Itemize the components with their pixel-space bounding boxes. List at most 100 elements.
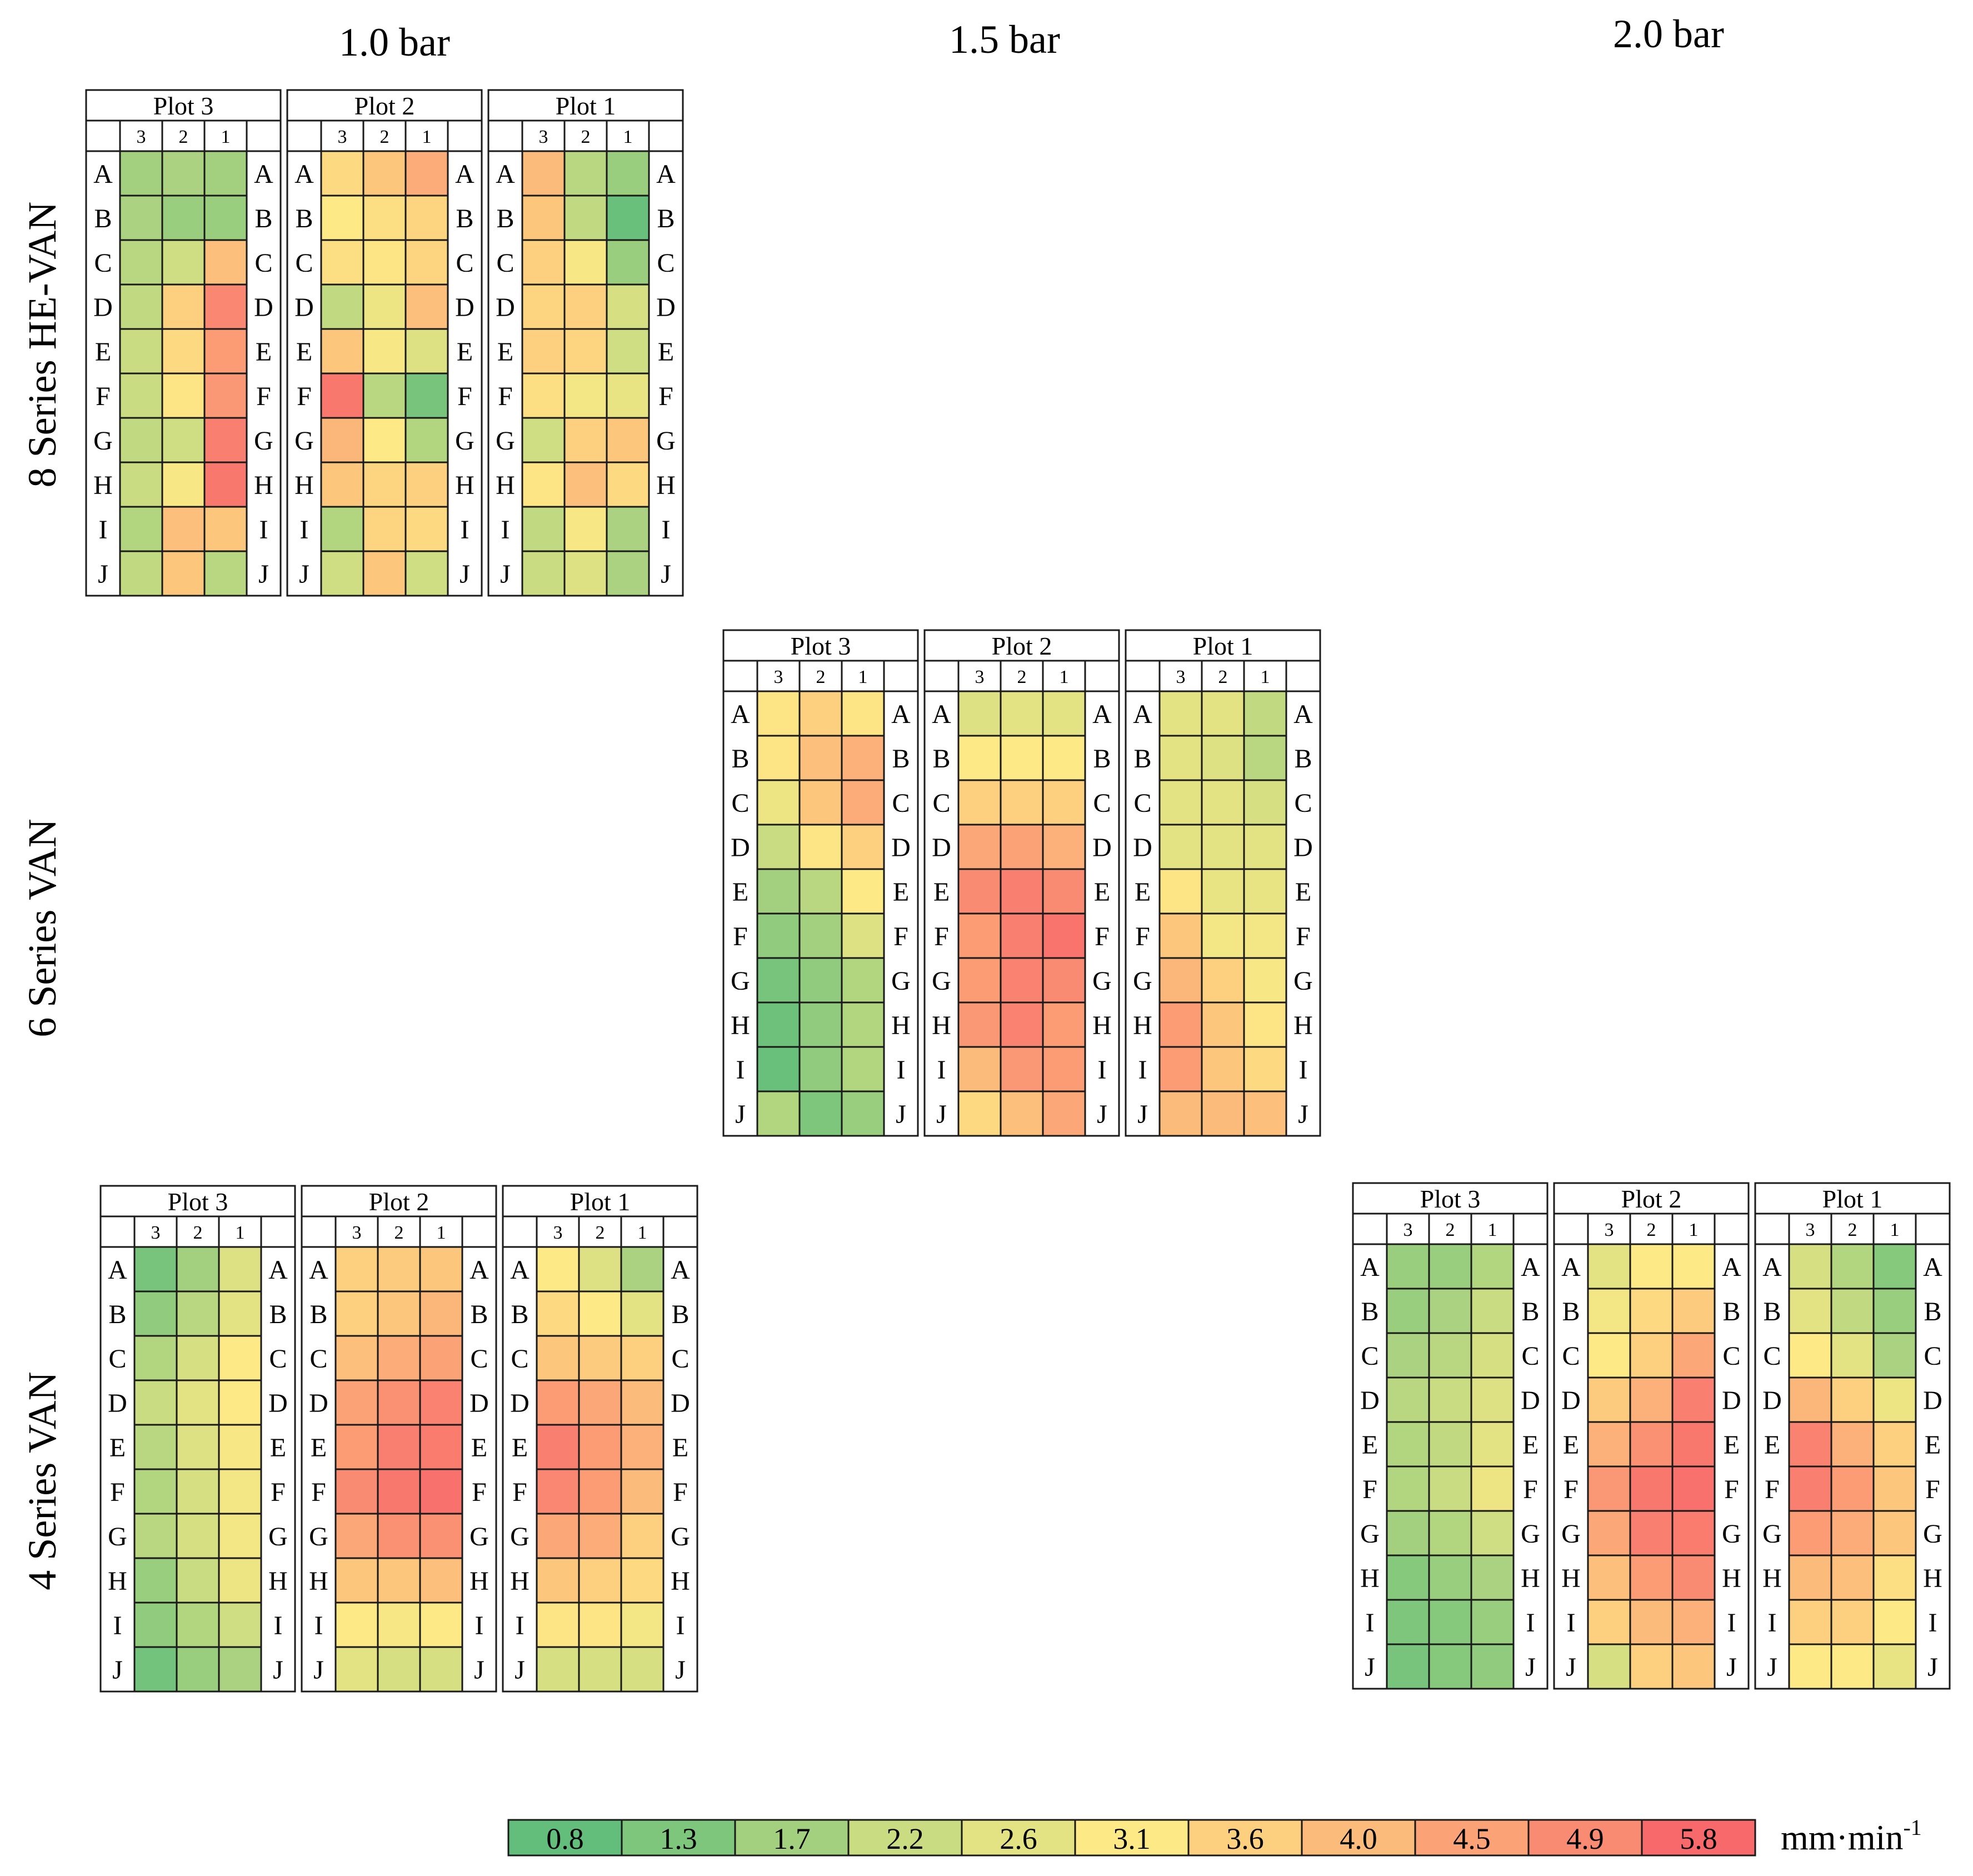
row-label-left: E — [1563, 1430, 1579, 1460]
heatmap-cell — [957, 1046, 1002, 1092]
row-label-left: A — [309, 1255, 328, 1285]
heatmap-cell — [578, 1601, 622, 1648]
heatmap-cell — [841, 824, 885, 870]
heatmap-cell — [536, 1601, 580, 1648]
legend-value: 0.8 — [546, 1822, 584, 1855]
heatmap-cell — [1428, 1332, 1472, 1379]
heatmap-cell — [1243, 868, 1287, 915]
row-label-left: I — [501, 515, 510, 545]
heatmap-cell — [1201, 690, 1245, 737]
heatmap-cell — [521, 550, 566, 597]
plot-title: Plot 2 — [354, 92, 415, 120]
heatmap-cell — [1428, 1510, 1472, 1556]
plot-block: Plot 13 2 1A AB BC CD DE EF FG GH HI IJ J — [1125, 629, 1321, 1137]
heatmap-cell — [1788, 1288, 1832, 1334]
subcolumn-header: 2 — [1446, 1220, 1455, 1240]
row-label-left: B — [1133, 744, 1151, 774]
heatmap-cell — [606, 417, 650, 463]
heatmap-cell — [1000, 957, 1044, 1004]
plot-title: Plot 2 — [369, 1188, 429, 1216]
heatmap-cell — [1201, 735, 1245, 781]
heatmap-cell — [119, 550, 163, 597]
heatmap-cell — [334, 1513, 379, 1559]
heatmap-cell — [1788, 1376, 1832, 1423]
heatmap-cell — [536, 1379, 580, 1426]
heatmap-cell — [362, 550, 407, 597]
plot-title: Plot 2 — [992, 632, 1052, 660]
heatmap-cell — [133, 1335, 178, 1381]
row-label-right: J — [675, 1655, 686, 1685]
heatmap-cell — [1629, 1288, 1674, 1334]
heatmap-cell — [1158, 779, 1203, 826]
heatmap-cell — [1470, 1288, 1515, 1334]
heatmap-cell — [1830, 1554, 1875, 1601]
heatmap-cell — [536, 1424, 580, 1470]
heatmap-cell — [841, 868, 885, 915]
row-label-right: I — [461, 515, 469, 545]
row-label-left: G — [309, 1522, 328, 1551]
row-label-left: J — [112, 1655, 123, 1685]
heatmap-cell — [1201, 868, 1245, 915]
row-label-right: G — [1521, 1519, 1540, 1549]
heatmap-cell — [176, 1468, 220, 1515]
heatmap-cell — [1158, 1046, 1203, 1092]
plot-block: Plot 23 2 1A AB BC CD DE EF FG GH HI IJ J — [286, 89, 483, 597]
subcolumn-header: 2 — [1647, 1220, 1656, 1240]
plot-title: Plot 3 — [791, 632, 851, 660]
heatmap-cell — [563, 150, 608, 197]
heatmap-cell — [756, 735, 801, 781]
heatmap-cell — [1042, 912, 1086, 959]
heatmap-cell — [1470, 1554, 1515, 1601]
heatmap-cell — [1201, 1090, 1245, 1137]
heatmap-cell — [334, 1290, 379, 1337]
subcolumn-header: 2 — [1848, 1220, 1857, 1240]
row-label-left: B — [94, 204, 112, 233]
heatmap-cell — [1671, 1643, 1716, 1690]
heatmap-cell — [377, 1379, 421, 1426]
row-label-right: C — [1093, 789, 1111, 818]
subcolumn-header: 3 — [338, 127, 347, 147]
subcolumn-header: 1 — [1488, 1220, 1497, 1240]
row-label-left: H — [108, 1566, 127, 1596]
heatmap-cell — [334, 1646, 379, 1693]
heatmap-cell — [957, 824, 1002, 870]
heatmap-cell — [419, 1246, 463, 1293]
row-label-right: F — [1724, 1475, 1739, 1504]
heatmap-cell — [1788, 1599, 1832, 1645]
legend-swatch — [847, 1819, 963, 1857]
row-label-right: D — [268, 1389, 288, 1418]
heatmap-cell — [1830, 1599, 1875, 1645]
heatmap-cell — [404, 461, 449, 508]
plot-block: Plot 13 2 1A AB BC CD DE EF FG GH HI IJ J — [1754, 1182, 1951, 1690]
heatmap-cell — [521, 150, 566, 197]
heatmap-cell — [1428, 1599, 1472, 1645]
row-label-right: C — [1924, 1341, 1941, 1371]
row-label-right: H — [1722, 1564, 1741, 1593]
row-label-right: I — [676, 1611, 685, 1640]
column-title-1-5-bar: 1.5 bar — [949, 17, 1060, 62]
row-label-left: C — [108, 1344, 126, 1374]
row-label-left: I — [1366, 1608, 1375, 1638]
plot-block: Plot 13 2 1A AB BC CD DE EF FG GH HI IJ J — [502, 1185, 698, 1693]
heatmap-cell — [133, 1424, 178, 1470]
heatmap-cell — [563, 550, 608, 597]
heatmap-cell — [320, 283, 364, 330]
row-label-right: C — [1521, 1341, 1539, 1371]
row-label-left: F — [498, 382, 513, 411]
heatmap-cell — [606, 194, 650, 241]
heatmap-cell — [203, 550, 248, 597]
heatmap-cell — [798, 690, 843, 737]
row-label-left: D — [731, 833, 750, 862]
heatmap-cell — [841, 1001, 885, 1048]
heatmap-cell — [1872, 1599, 1917, 1645]
subcolumn-header: 1 — [221, 127, 231, 147]
color-scale-legend: 0.8 1.3 1.7 2.2 2.6 3.1 3.6 4.0 4.5 4.9 5.8 — [507, 1819, 1756, 1857]
row-label-left: H — [1561, 1564, 1581, 1593]
heatmap-cell — [1629, 1332, 1674, 1379]
row-label-right: B — [1093, 744, 1111, 774]
heatmap-cell — [1872, 1421, 1917, 1468]
row-label-left: C — [731, 789, 749, 818]
subcolumn-header: 3 — [774, 667, 783, 687]
row-label-left: J — [313, 1655, 324, 1685]
